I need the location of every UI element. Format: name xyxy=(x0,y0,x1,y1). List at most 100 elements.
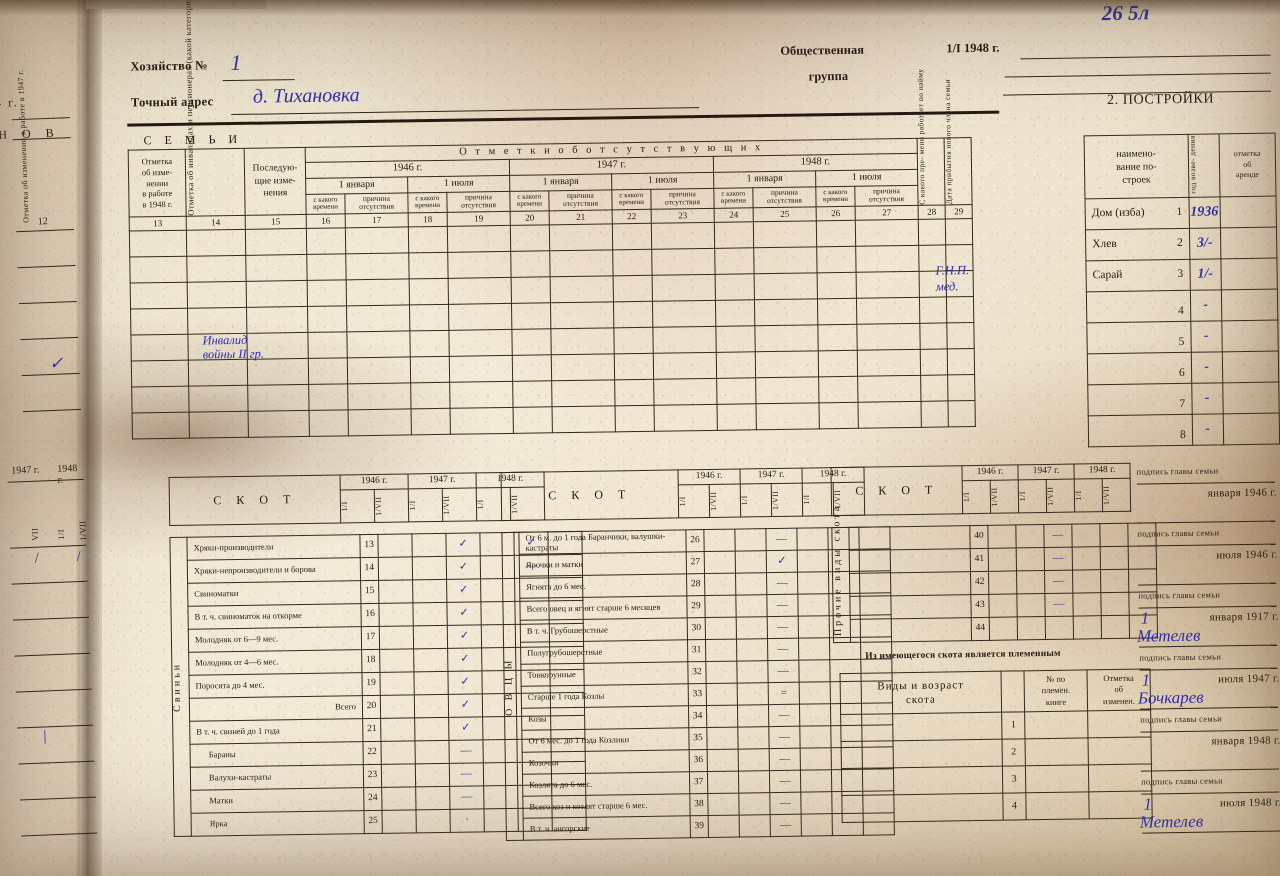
cell-r8-c20[interactable] xyxy=(513,406,553,434)
cell-r1-c22[interactable] xyxy=(612,223,652,250)
building-year[interactable]: - xyxy=(1190,289,1222,322)
livestock-cell[interactable] xyxy=(1017,616,1046,640)
cell-r7-c26[interactable] xyxy=(818,376,858,403)
cell-r3-c16[interactable] xyxy=(307,279,347,307)
pedigree-kind[interactable] xyxy=(841,793,1004,823)
cell-r5-c25[interactable] xyxy=(754,324,819,352)
pedigree-kind[interactable] xyxy=(841,739,1003,769)
cell-r7-c15[interactable] xyxy=(247,384,310,412)
cell-r2-c27[interactable] xyxy=(855,245,920,273)
cell-r5-c17[interactable] xyxy=(346,330,411,358)
cell-r4-c17[interactable] xyxy=(346,304,410,332)
cell-r4-c15[interactable] xyxy=(246,306,308,334)
cell-r3-c26[interactable] xyxy=(817,272,857,299)
cell-r1-c21[interactable] xyxy=(549,223,613,251)
cell-r5-c13[interactable] xyxy=(130,334,189,362)
livestock-cell[interactable] xyxy=(379,625,414,650)
cell-r2-c26[interactable] xyxy=(816,246,857,273)
livestock-cell[interactable] xyxy=(738,792,771,816)
cell-r6-c17[interactable] xyxy=(347,356,411,384)
livestock-cell[interactable] xyxy=(1015,524,1045,548)
cell-r8-c18[interactable] xyxy=(411,408,451,435)
building-name[interactable]: 5 xyxy=(1086,321,1191,354)
livestock-cell[interactable] xyxy=(381,763,416,788)
cell-r3-c25[interactable] xyxy=(754,272,818,300)
cell-r6-c14[interactable] xyxy=(188,359,248,387)
cell-r2-c19[interactable] xyxy=(447,251,512,279)
livestock-cell[interactable] xyxy=(1045,616,1074,640)
cell-r6-c28[interactable] xyxy=(920,348,948,376)
cell-r1-c20[interactable] xyxy=(510,224,550,252)
cell-r6-c18[interactable] xyxy=(410,356,450,383)
cell-r2-c16[interactable] xyxy=(306,253,347,281)
building-year[interactable]: 1/- xyxy=(1189,258,1221,291)
cell-r3-c24[interactable] xyxy=(715,273,755,301)
livestock-cell[interactable]: — xyxy=(766,572,798,595)
livestock-cell[interactable] xyxy=(735,572,767,596)
cell-r3-c22[interactable] xyxy=(613,275,653,302)
cell-r4-c20[interactable] xyxy=(511,302,551,330)
cell-r6-c22[interactable] xyxy=(614,353,654,380)
building-year[interactable]: - xyxy=(1191,382,1223,415)
livestock-cell[interactable] xyxy=(1016,570,1045,594)
livestock-cell[interactable] xyxy=(734,528,767,552)
livestock-cell[interactable] xyxy=(707,771,739,794)
building-name[interactable]: 8 xyxy=(1088,414,1193,447)
cell-r1-c14[interactable] xyxy=(186,229,246,257)
livestock-cell[interactable]: — xyxy=(768,726,801,749)
livestock-cell[interactable] xyxy=(737,682,769,706)
livestock-cell[interactable] xyxy=(705,639,737,662)
cell-r5-c26[interactable] xyxy=(817,324,858,351)
cell-r1-c24[interactable] xyxy=(714,221,754,249)
livestock-cell[interactable]: ✓ xyxy=(447,624,482,649)
cell-r2-c22[interactable] xyxy=(612,249,653,276)
cell-r8-c24[interactable] xyxy=(717,403,757,431)
livestock-cell[interactable]: ✓ xyxy=(446,601,482,626)
livestock-cell[interactable] xyxy=(1016,547,1045,571)
building-rent-note[interactable] xyxy=(1221,351,1279,383)
livestock-cell[interactable] xyxy=(706,705,738,728)
cell-r6-c15[interactable] xyxy=(247,358,309,386)
livestock-cell[interactable]: ✓ xyxy=(448,716,483,741)
livestock-cell[interactable] xyxy=(738,770,770,794)
cell-r3-c19[interactable] xyxy=(448,277,512,305)
pedigree-kind[interactable] xyxy=(841,766,1003,796)
livestock-cell[interactable]: ✓ xyxy=(447,670,483,695)
cell-r8-c16[interactable] xyxy=(309,409,349,437)
livestock-cell[interactable] xyxy=(705,617,737,640)
pedigree-book[interactable] xyxy=(1024,710,1088,739)
cell-r7-c23[interactable] xyxy=(653,378,718,406)
cell-r5-c19[interactable] xyxy=(448,329,513,357)
livestock-cell[interactable] xyxy=(381,809,417,834)
cell-r4-c25[interactable] xyxy=(754,298,818,326)
livestock-cell[interactable]: — xyxy=(767,638,799,661)
cell-r8-c28[interactable] xyxy=(920,400,949,428)
livestock-cell[interactable] xyxy=(798,637,830,661)
cell-r3-c27[interactable] xyxy=(856,271,920,299)
livestock-cell[interactable] xyxy=(707,793,740,816)
pedigree-kind[interactable] xyxy=(840,712,1003,742)
livestock-cell[interactable] xyxy=(1100,592,1130,616)
pedigree-n[interactable]: 4 xyxy=(1002,792,1027,821)
livestock-cell[interactable]: ✓ xyxy=(766,550,798,573)
livestock-cell[interactable]: ✓ xyxy=(447,647,482,672)
livestock-cell[interactable] xyxy=(378,556,413,581)
cell-r8-c29[interactable] xyxy=(947,400,976,427)
cell-r6-c23[interactable] xyxy=(653,352,717,380)
cell-r4-c16[interactable] xyxy=(307,305,347,333)
cell-r7-c29[interactable] xyxy=(947,374,975,401)
cell-r3-c21[interactable] xyxy=(550,275,614,303)
livestock-cell[interactable] xyxy=(414,694,449,718)
livestock-cell[interactable]: — xyxy=(1043,524,1073,548)
cell-r5-c23[interactable] xyxy=(652,326,717,354)
livestock-cell[interactable] xyxy=(801,813,833,837)
livestock-cell[interactable]: = xyxy=(768,682,800,705)
livestock-cell[interactable] xyxy=(1016,593,1046,617)
cell-r4-c24[interactable] xyxy=(715,299,755,327)
cell-r2-c23[interactable] xyxy=(651,248,716,276)
cell-r1-c26[interactable] xyxy=(816,220,856,247)
cell-r3-c23[interactable] xyxy=(652,274,716,302)
livestock-cell[interactable] xyxy=(739,814,771,838)
cell-r8-c19[interactable] xyxy=(450,407,514,435)
livestock-cell[interactable] xyxy=(1072,592,1102,617)
